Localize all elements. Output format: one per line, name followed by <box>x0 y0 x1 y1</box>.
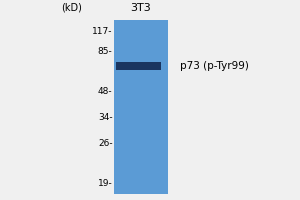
Bar <box>114 20 168 194</box>
Text: p73 (p-Tyr99): p73 (p-Tyr99) <box>180 61 249 71</box>
Text: 117-: 117- <box>92 27 112 36</box>
Text: 48-: 48- <box>98 88 112 97</box>
Text: 19-: 19- <box>98 180 112 188</box>
Text: 26-: 26- <box>98 140 112 148</box>
Text: 34-: 34- <box>98 114 112 122</box>
Text: 85-: 85- <box>98 47 112 56</box>
Text: 3T3: 3T3 <box>130 3 152 13</box>
Bar <box>116 62 160 70</box>
Text: (kD): (kD) <box>61 3 82 13</box>
